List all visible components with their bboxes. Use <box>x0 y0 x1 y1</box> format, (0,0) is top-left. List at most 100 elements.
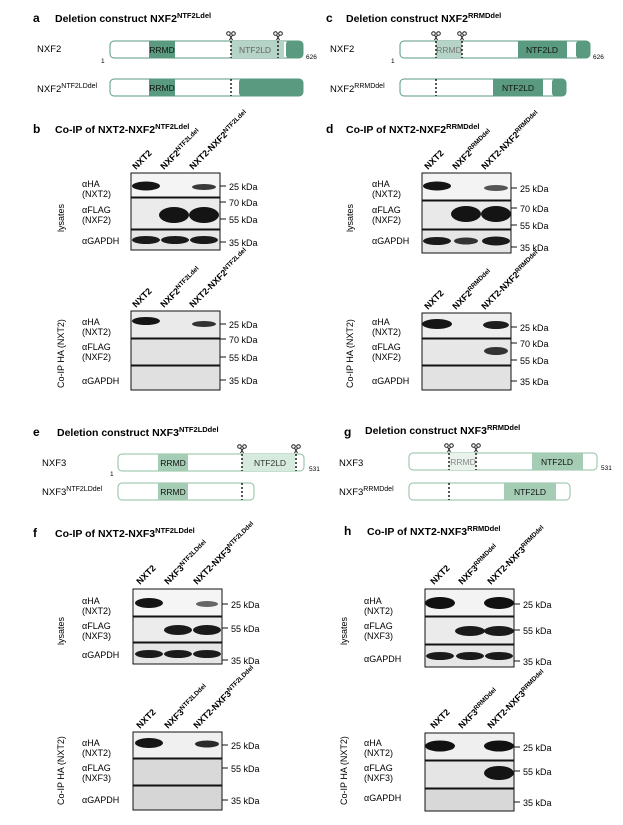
marker-label: 25 kDa <box>520 323 549 333</box>
band <box>454 237 478 245</box>
panel-e-title: Deletion construct NXF3NTF2LDdel <box>57 425 219 439</box>
band <box>135 650 163 658</box>
panel-letter-c: c <box>326 11 333 25</box>
rrmd-label: RRMD <box>450 457 476 467</box>
rrmd-label: RRMD <box>149 83 175 93</box>
target-label: (NXF2) <box>372 215 401 225</box>
blot-strip <box>132 758 223 786</box>
antibody-label: αFLAG <box>82 342 111 352</box>
end-residue: 531 <box>601 465 612 472</box>
band <box>423 237 451 245</box>
target-label: (NXT2) <box>372 189 401 199</box>
band <box>132 236 160 244</box>
band <box>426 652 454 660</box>
antibody-label: αHA <box>82 596 100 606</box>
ntf2ld-label: NTF2LD <box>254 458 286 468</box>
scissors-icon <box>237 444 247 454</box>
band <box>484 597 514 609</box>
band <box>484 626 514 636</box>
marker-label: 35 kDa <box>231 656 260 666</box>
ntf2ld-label: NTF2LD <box>541 457 573 467</box>
group-label: lysates <box>345 203 355 232</box>
target-label: (NXF3) <box>364 773 393 783</box>
panel-e: e Deletion construct NXF3NTF2LDdel NXF3 … <box>33 425 320 501</box>
start-residue: 1 <box>391 58 395 65</box>
panel-letter-a: a <box>33 11 40 25</box>
antibody-label: αHA <box>372 179 390 189</box>
blot-strip <box>130 365 221 391</box>
band <box>455 626 485 636</box>
band <box>190 236 218 244</box>
band <box>193 625 221 635</box>
target-label: (NXF3) <box>82 631 111 641</box>
blot-strip <box>421 365 512 391</box>
deletion-construct-label: NXF3RRMDdel <box>339 486 394 498</box>
antibody-label: αGAPDH <box>82 650 119 660</box>
antibody-label: αGAPDH <box>364 654 401 664</box>
blot-strip <box>130 338 221 366</box>
band <box>161 236 189 244</box>
band <box>482 236 510 246</box>
band <box>484 766 514 780</box>
lane-label: NXT2-NXF2RRMDdel <box>479 109 541 171</box>
panel-g: g Deletion construct NXF3RRMDdel NXF3 RR… <box>339 423 612 501</box>
band <box>135 738 163 748</box>
group-label: Co-IP HA (NXT2) <box>56 319 66 388</box>
panel-c-title: Deletion construct NXF2RRMDdel <box>346 11 501 25</box>
lane-label: NXT2-NXF3RRMDdel <box>485 524 547 586</box>
antibody-label: αGAPDH <box>82 236 119 246</box>
target-label: (NXT2) <box>364 606 393 616</box>
target-label: (NXF2) <box>82 352 111 362</box>
lane-label: NXT2 <box>134 707 157 730</box>
rrmd-domain <box>449 453 476 470</box>
antibody-label: αFLAG <box>364 621 393 631</box>
rrmd-domain <box>149 41 175 58</box>
lane-label: NXT2 <box>428 707 451 730</box>
marker-label: 55 kDa <box>231 764 260 774</box>
ntf2ld-domain <box>504 483 556 500</box>
target-label: (NXT2) <box>82 606 111 616</box>
band <box>422 319 452 329</box>
panel-letter-f: f <box>33 526 38 540</box>
panel-b: b Co-IP of NXT2-NXF2NTF2Ldel NXT2 NXF2NT… <box>33 109 258 391</box>
band <box>484 740 514 752</box>
marker-label: 35 kDa <box>523 657 552 667</box>
lane-label: NXT2 <box>428 563 451 586</box>
band <box>164 625 192 635</box>
marker-label: 70 kDa <box>229 335 258 345</box>
antibody-label: αHA <box>82 317 100 327</box>
deletion-construct-label: NXF2NTF2LDdel <box>37 83 98 95</box>
c-terminal-region <box>576 41 590 58</box>
target-label: (NXF3) <box>82 773 111 783</box>
band <box>164 650 192 658</box>
rrmd-domain <box>436 41 462 58</box>
panel-d: d Co-IP of NXT2-NXF2RRMDdel NXT2 NXF2RRM… <box>326 109 549 391</box>
band <box>485 652 513 660</box>
scissors-icon <box>431 31 441 41</box>
band <box>484 347 508 355</box>
group-label: Co-IP HA (NXT2) <box>345 319 355 388</box>
marker-label: 25 kDa <box>523 743 552 753</box>
band <box>423 181 451 191</box>
marker-label: 55 kDa <box>229 353 258 363</box>
panel-a-title: Deletion construct NXF2NTF2Ldel <box>55 11 211 25</box>
panel-g-title: Deletion construct NXF3RRMDdel <box>365 423 520 437</box>
marker-label: 55 kDa <box>520 221 549 231</box>
lane-label: NXT2 <box>134 563 157 586</box>
band <box>135 598 163 608</box>
start-residue: 1 <box>101 58 105 65</box>
ntf2ld-domain <box>242 454 295 471</box>
scissors-icon <box>444 443 454 453</box>
panel-h-title: Co-IP of NXT2-NXF3RRMDdel <box>367 524 501 538</box>
ntf2ld-label: NTF2LD <box>514 487 546 497</box>
marker-label: 25 kDa <box>523 600 552 610</box>
lane-label: NXT2 <box>422 148 445 171</box>
antibody-label: αFLAG <box>372 205 401 215</box>
target-label: (NXT2) <box>372 327 401 337</box>
rrmd-domain <box>158 454 188 471</box>
construct-label: NXF3 <box>339 458 363 469</box>
rrmd-label: RRMD <box>160 458 186 468</box>
antibody-label: αGAPDH <box>82 376 119 386</box>
group-label: Co-IP HA (NXT2) <box>56 736 66 805</box>
target-label: (NXT2) <box>364 748 393 758</box>
